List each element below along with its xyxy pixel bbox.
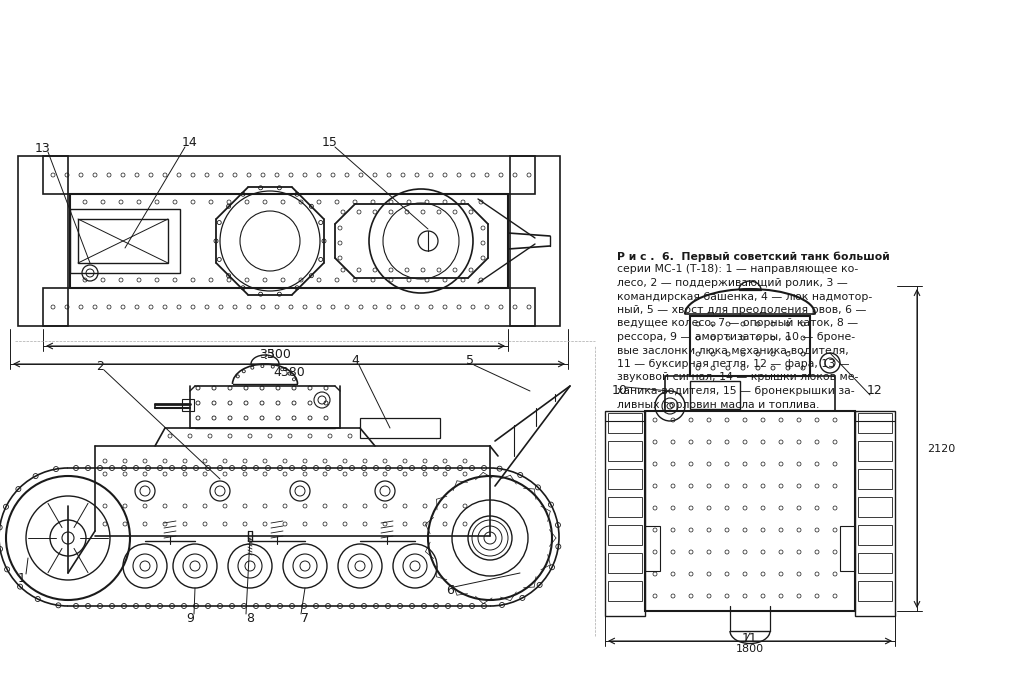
Text: 3: 3 — [266, 348, 274, 361]
Bar — [858, 525, 892, 545]
Bar — [665, 376, 835, 411]
Text: лесо, 2 — поддерживающий ролик, 3 —: лесо, 2 — поддерживающий ролик, 3 — — [617, 278, 848, 288]
Bar — [608, 497, 642, 517]
Text: 1800: 1800 — [736, 644, 764, 654]
Bar — [608, 469, 642, 489]
Text: ведущее колесо, 7 — опорный каток, 8 —: ведущее колесо, 7 — опорный каток, 8 — — [617, 318, 858, 329]
Text: 10: 10 — [612, 384, 628, 397]
Bar — [858, 581, 892, 601]
Bar — [858, 441, 892, 461]
Bar — [858, 553, 892, 573]
Bar — [70, 194, 508, 288]
Text: 7: 7 — [301, 611, 309, 624]
Text: 4: 4 — [351, 355, 359, 368]
Text: 2120: 2120 — [927, 444, 955, 453]
Text: 11: 11 — [742, 632, 758, 645]
Bar — [608, 553, 642, 573]
Text: 4380: 4380 — [273, 366, 305, 379]
Text: ханика-водителя, 15 — бронекрышки за-: ханика-водителя, 15 — бронекрышки за- — [617, 386, 855, 396]
Bar — [182, 399, 194, 411]
Text: вые заслонки люка механика-водителя,: вые заслонки люка механика-водителя, — [617, 346, 849, 355]
Bar — [608, 525, 642, 545]
Bar — [608, 581, 642, 601]
Text: звуковой сигнал, 14 — крышки люков ме-: звуковой сигнал, 14 — крышки люков ме- — [617, 372, 858, 383]
Text: Р и с .  6.  Первый советский танк большой: Р и с . 6. Первый советский танк большой — [617, 251, 890, 261]
Bar — [43, 156, 535, 194]
Text: 1: 1 — [18, 571, 26, 584]
Bar — [645, 411, 855, 611]
Bar — [608, 441, 642, 461]
Text: командирская башенка, 4 — люк надмотор-: командирская башенка, 4 — люк надмотор- — [617, 292, 872, 302]
Bar — [858, 469, 892, 489]
Text: 5: 5 — [466, 355, 474, 368]
Bar — [18, 156, 68, 326]
Text: 9: 9 — [186, 611, 194, 624]
Text: серии МС-1 (Т-18): 1 — направляющее ко-: серии МС-1 (Т-18): 1 — направляющее ко- — [617, 265, 858, 274]
Text: 15: 15 — [323, 137, 338, 150]
Text: 6: 6 — [446, 584, 454, 598]
Bar — [360, 418, 440, 438]
Bar — [608, 413, 642, 433]
Bar — [840, 526, 855, 571]
Bar — [78, 219, 168, 263]
Bar — [510, 156, 560, 326]
Bar — [70, 209, 180, 273]
Text: 12: 12 — [867, 384, 883, 397]
Bar — [43, 288, 535, 326]
Bar — [858, 497, 892, 517]
Bar — [855, 411, 895, 616]
Bar — [605, 411, 645, 616]
Text: 11 — буксирная петля, 12 — фара, 13 —: 11 — буксирная петля, 12 — фара, 13 — — [617, 359, 850, 369]
Text: 13: 13 — [35, 141, 51, 154]
Bar — [645, 526, 660, 571]
Text: 8: 8 — [246, 611, 254, 624]
Text: 3500: 3500 — [259, 348, 292, 361]
Text: рессора, 9 — амортизаторы, 10 — броне-: рессора, 9 — амортизаторы, 10 — броне- — [617, 332, 855, 342]
Text: ный, 5 — хвост для преодоления рвов, 6 —: ный, 5 — хвост для преодоления рвов, 6 — — [617, 305, 866, 315]
Bar — [690, 316, 810, 376]
Bar — [690, 381, 740, 409]
Text: 14: 14 — [182, 137, 198, 150]
Bar — [858, 413, 892, 433]
Text: ливных горловин масла и топлива.: ливных горловин масла и топлива. — [617, 399, 819, 410]
Text: 2: 2 — [96, 359, 104, 372]
